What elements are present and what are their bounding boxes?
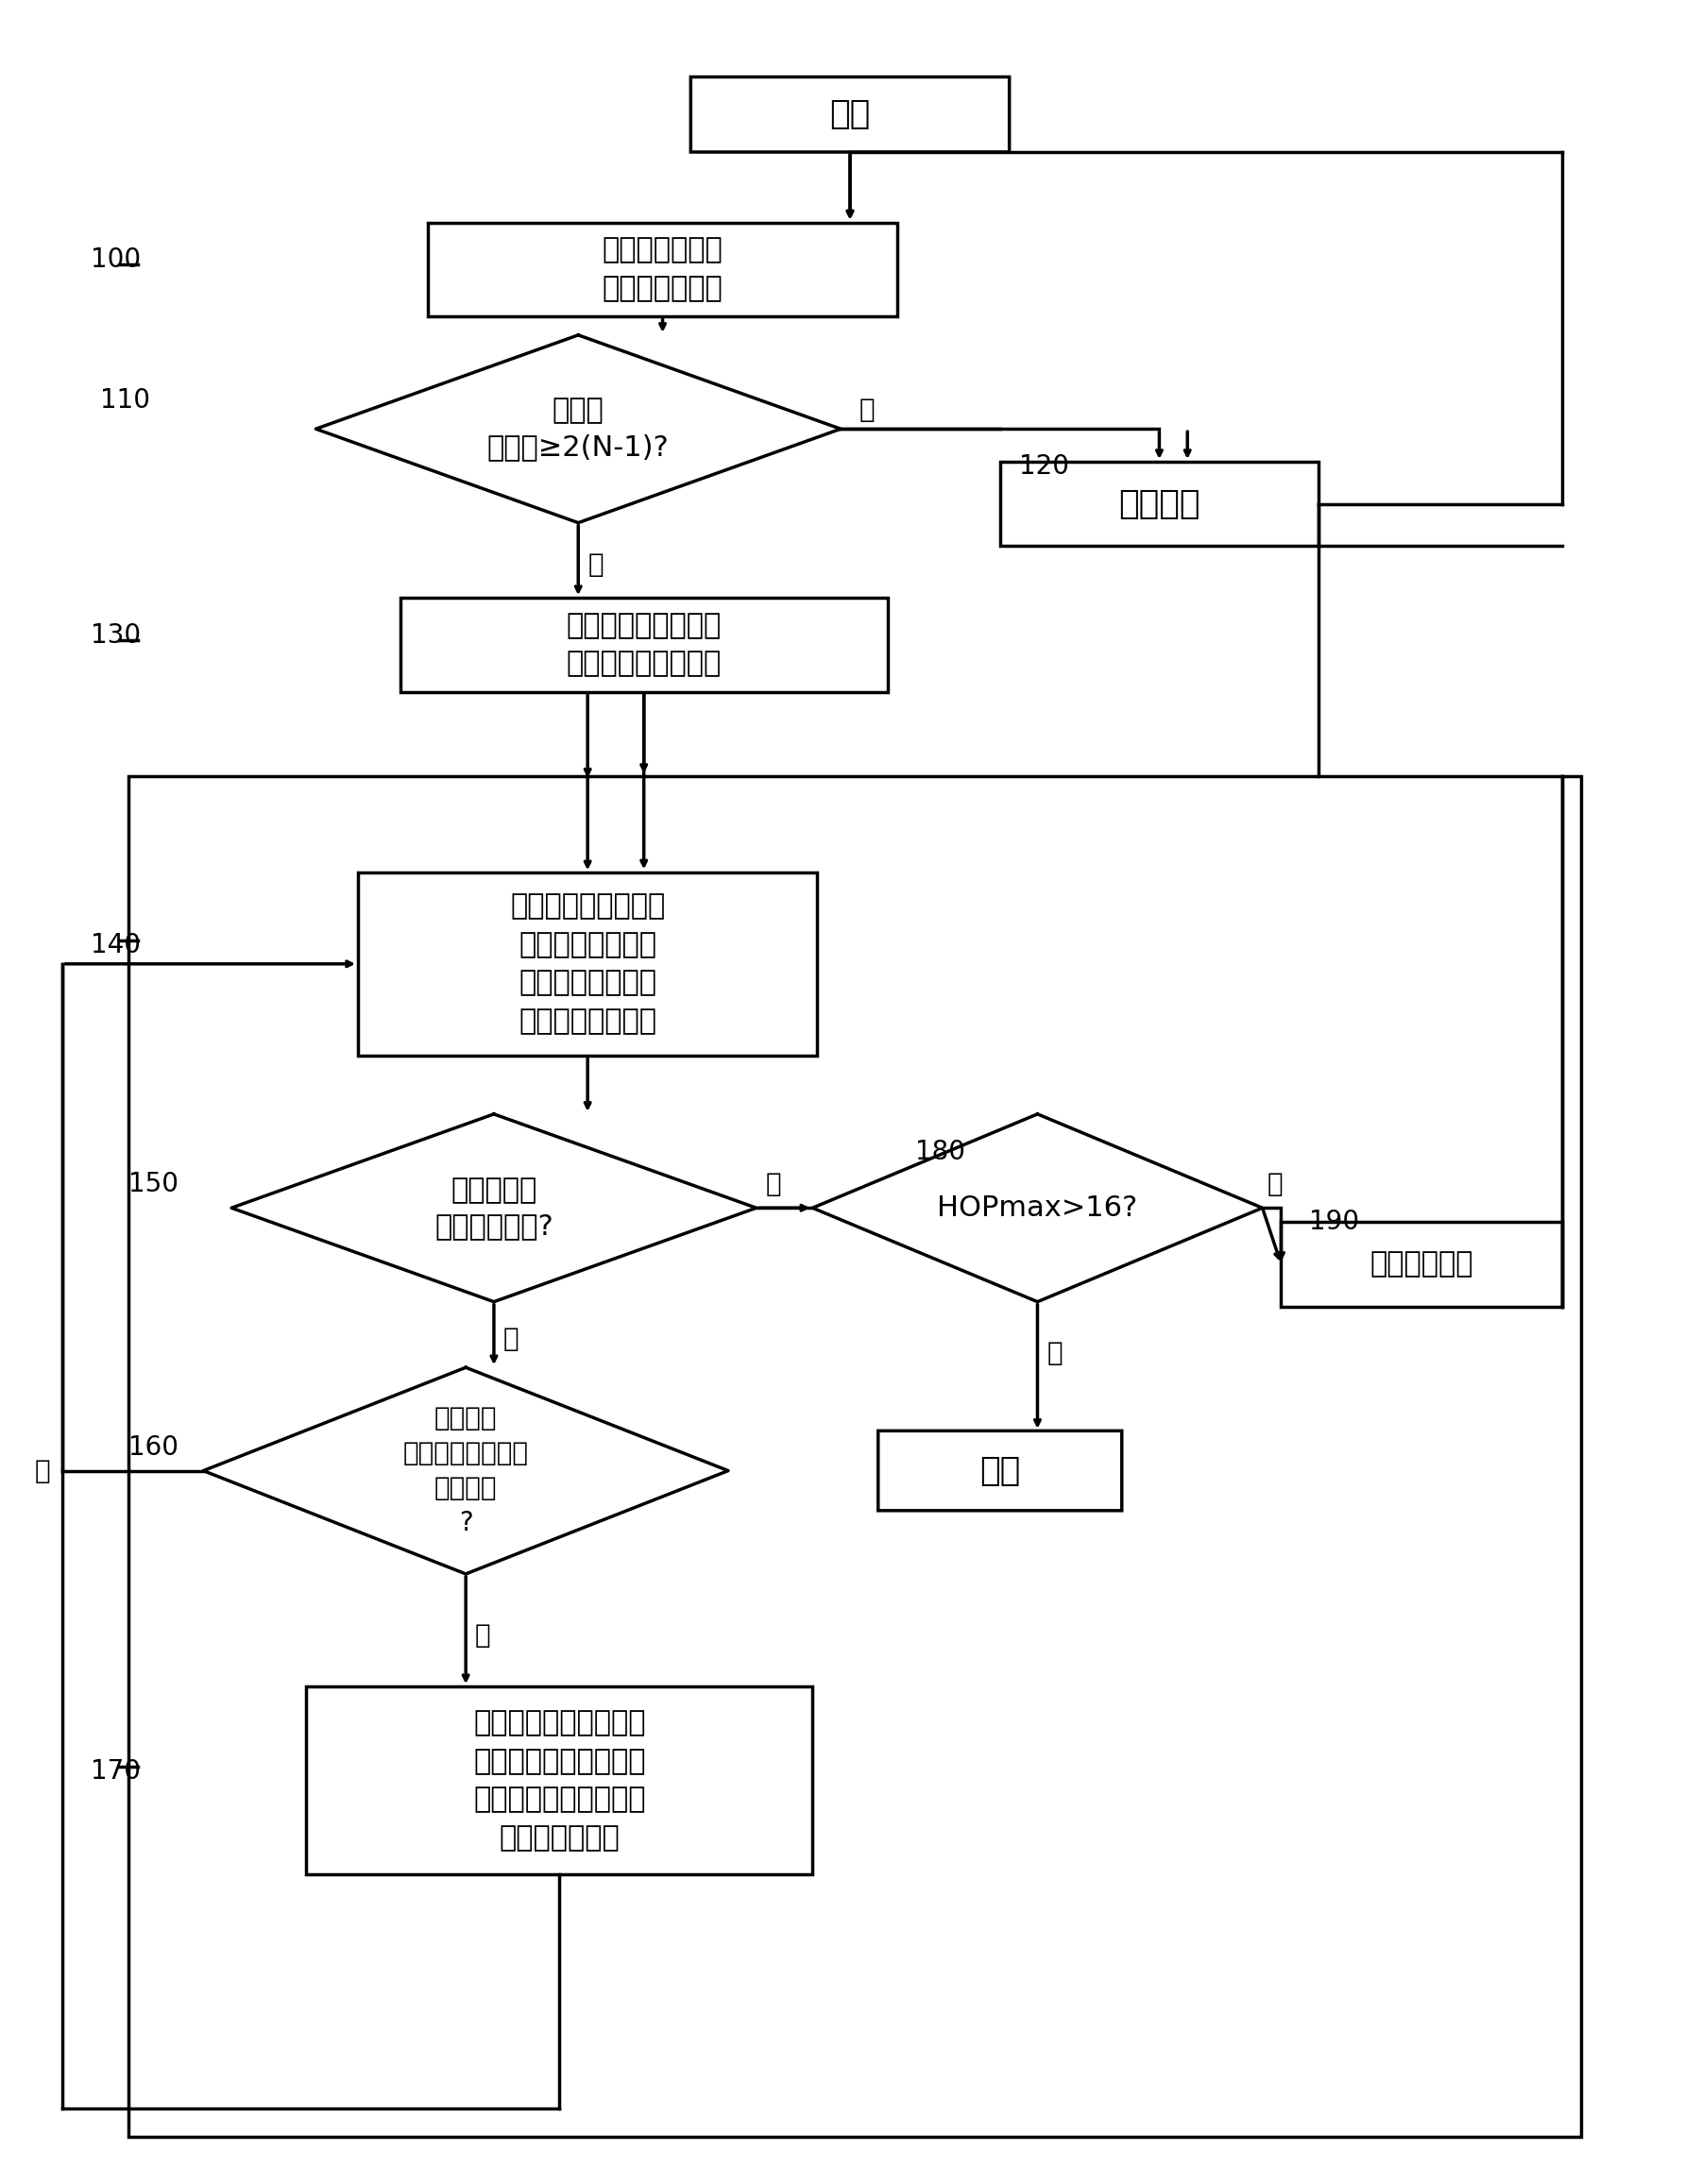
Polygon shape [204, 1367, 728, 1575]
Text: 190: 190 [1310, 1208, 1359, 1236]
Text: 检测端口数目和
每个节点的速率: 检测端口数目和 每个节点的速率 [602, 236, 723, 301]
Bar [1281, 1223, 1562, 1306]
FancyBboxPatch shape [878, 1431, 1123, 1511]
Text: 否: 否 [859, 397, 874, 424]
Text: 100: 100 [90, 247, 141, 273]
Text: 140: 140 [90, 933, 141, 959]
Text: 是: 是 [475, 1623, 492, 1649]
Text: 调整节点: 调整节点 [1119, 487, 1201, 520]
Text: 所有节点的
连接完成了吗?: 所有节点的 连接完成了吗? [434, 1177, 553, 1241]
Text: 110: 110 [100, 387, 150, 415]
FancyBboxPatch shape [691, 76, 1009, 153]
Bar [306, 1686, 813, 1874]
Text: 根据速率和端口数目
区分节点的优先次序: 根据速率和端口数目 区分节点的优先次序 [566, 612, 721, 677]
Text: 否: 否 [1046, 1341, 1063, 1367]
Text: 将第一优先级的节点
的一个非使用端口
与第二优先级的节
点的一个端口连接: 将第一优先级的节点 的一个非使用端口 与第二优先级的节 点的一个端口连接 [510, 893, 665, 1035]
Polygon shape [231, 1114, 757, 1302]
Text: 否: 否 [34, 1457, 51, 1483]
Polygon shape [813, 1114, 1262, 1302]
Text: 170: 170 [90, 1758, 141, 1784]
Text: 120: 120 [1019, 454, 1068, 480]
Text: HOPmax>16?: HOPmax>16? [937, 1195, 1138, 1221]
Bar [128, 775, 1580, 2138]
Bar [1000, 461, 1318, 546]
Bar [400, 598, 888, 692]
Text: 调整优先次序: 调整优先次序 [1369, 1251, 1473, 1278]
Polygon shape [316, 334, 840, 522]
Bar [429, 223, 896, 317]
Text: 分离最后连接的节点，
并且将下一速率组中的
最先优先的节点移动到
分离的节点之前: 分离最后连接的节点， 并且将下一速率组中的 最先优先的节点移动到 分离的节点之前 [473, 1710, 646, 1852]
Text: 160: 160 [128, 1435, 179, 1461]
Text: 是: 是 [765, 1171, 781, 1197]
Bar [357, 871, 816, 1055]
Text: 开始: 开始 [830, 98, 871, 131]
Text: 总的端
口数目≥2(N-1)?: 总的端 口数目≥2(N-1)? [486, 397, 668, 461]
Text: 否: 否 [503, 1326, 519, 1352]
Text: 第一优先
级节点的所有端口
都用过吗
?: 第一优先 级节点的所有端口 都用过吗 ? [403, 1404, 529, 1535]
Text: 150: 150 [128, 1171, 179, 1197]
Text: 结束: 结束 [980, 1455, 1021, 1487]
Text: 是: 是 [1267, 1171, 1283, 1197]
Text: 是: 是 [587, 553, 604, 579]
Text: 130: 130 [90, 622, 141, 649]
Text: 180: 180 [915, 1138, 966, 1164]
